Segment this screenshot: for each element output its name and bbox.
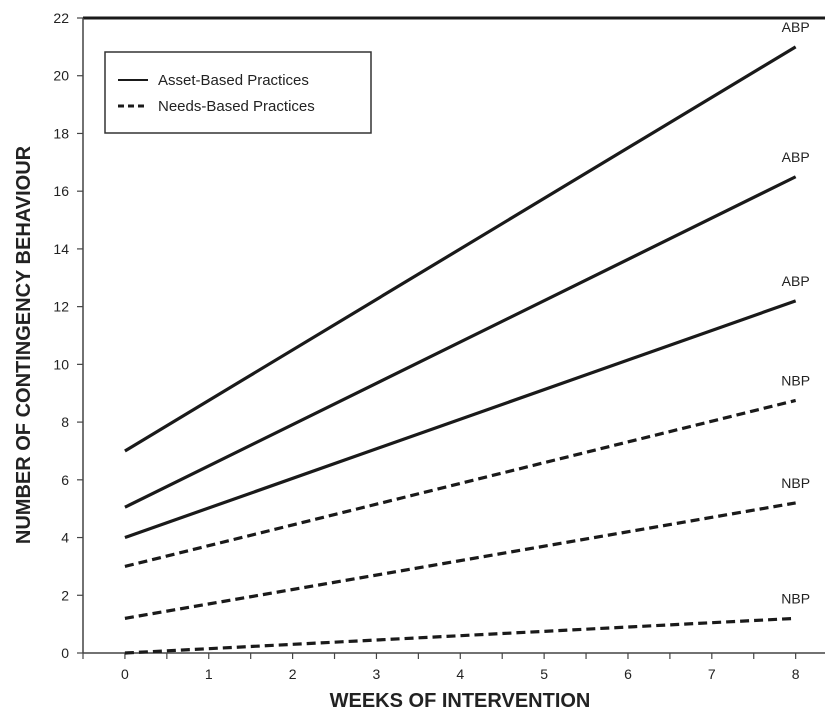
y-tick-label: 14 bbox=[53, 241, 69, 257]
x-axis-ticks: 0 1 2 3 4 5 6 7 8 bbox=[82, 653, 800, 682]
nbp-series-line-6 bbox=[124, 616, 796, 655]
x-tick-label: 1 bbox=[205, 666, 213, 682]
nbp-series-line-4 bbox=[124, 398, 797, 568]
series-labels: ABP ABP ABP NBP NBP NBP bbox=[781, 19, 810, 607]
x-axis-title: WEEKS OF INTERVENTION bbox=[330, 690, 591, 712]
x-tick-label: 0 bbox=[121, 666, 129, 682]
abp-series-line-1 bbox=[124, 45, 797, 453]
nbp-series-line-5 bbox=[124, 501, 796, 620]
y-axis-title: NUMBER OF CONTINGENCY BEHAVIOUR bbox=[13, 145, 35, 544]
y-tick-label: 22 bbox=[53, 10, 69, 26]
series-layer bbox=[124, 45, 797, 655]
abp-series-line-2 bbox=[124, 175, 797, 509]
legend-label-asset-based: Asset-Based Practices bbox=[158, 72, 309, 89]
y-tick-label: 4 bbox=[61, 530, 69, 546]
legend-box bbox=[104, 51, 372, 134]
legend: Asset-Based Practices Needs-Based Practi… bbox=[104, 51, 372, 134]
x-tick-label: 6 bbox=[624, 666, 632, 682]
legend-label-needs-based: Needs-Based Practices bbox=[158, 98, 315, 115]
y-tick-label: 8 bbox=[61, 414, 69, 430]
series-end-label: NBP bbox=[781, 372, 810, 388]
series-end-label: ABP bbox=[782, 149, 810, 165]
y-tick-label: 12 bbox=[53, 299, 69, 315]
x-tick-label: 5 bbox=[540, 666, 548, 682]
y-tick-label: 18 bbox=[53, 125, 69, 141]
series-end-label: ABP bbox=[782, 19, 810, 35]
x-tick-label: 7 bbox=[708, 666, 716, 682]
series-end-label: NBP bbox=[781, 475, 810, 491]
series-end-label: NBP bbox=[781, 590, 810, 606]
y-tick-label: 6 bbox=[61, 472, 69, 488]
y-tick-label: 16 bbox=[53, 183, 69, 199]
abp-series-line-3 bbox=[124, 299, 797, 540]
y-tick-label: 10 bbox=[53, 356, 69, 372]
x-tick-label: 2 bbox=[289, 666, 297, 682]
series-end-label: ABP bbox=[782, 273, 810, 289]
y-axis-ticks: 0 2 4 6 8 10 12 14 16 18 20 22 bbox=[53, 10, 83, 661]
y-tick-label: 20 bbox=[53, 68, 69, 84]
y-tick-label: 2 bbox=[61, 587, 69, 603]
y-tick-label: 0 bbox=[61, 645, 69, 661]
x-tick-label: 8 bbox=[792, 666, 800, 682]
x-tick-label: 3 bbox=[373, 666, 381, 682]
x-tick-label: 4 bbox=[456, 666, 464, 682]
